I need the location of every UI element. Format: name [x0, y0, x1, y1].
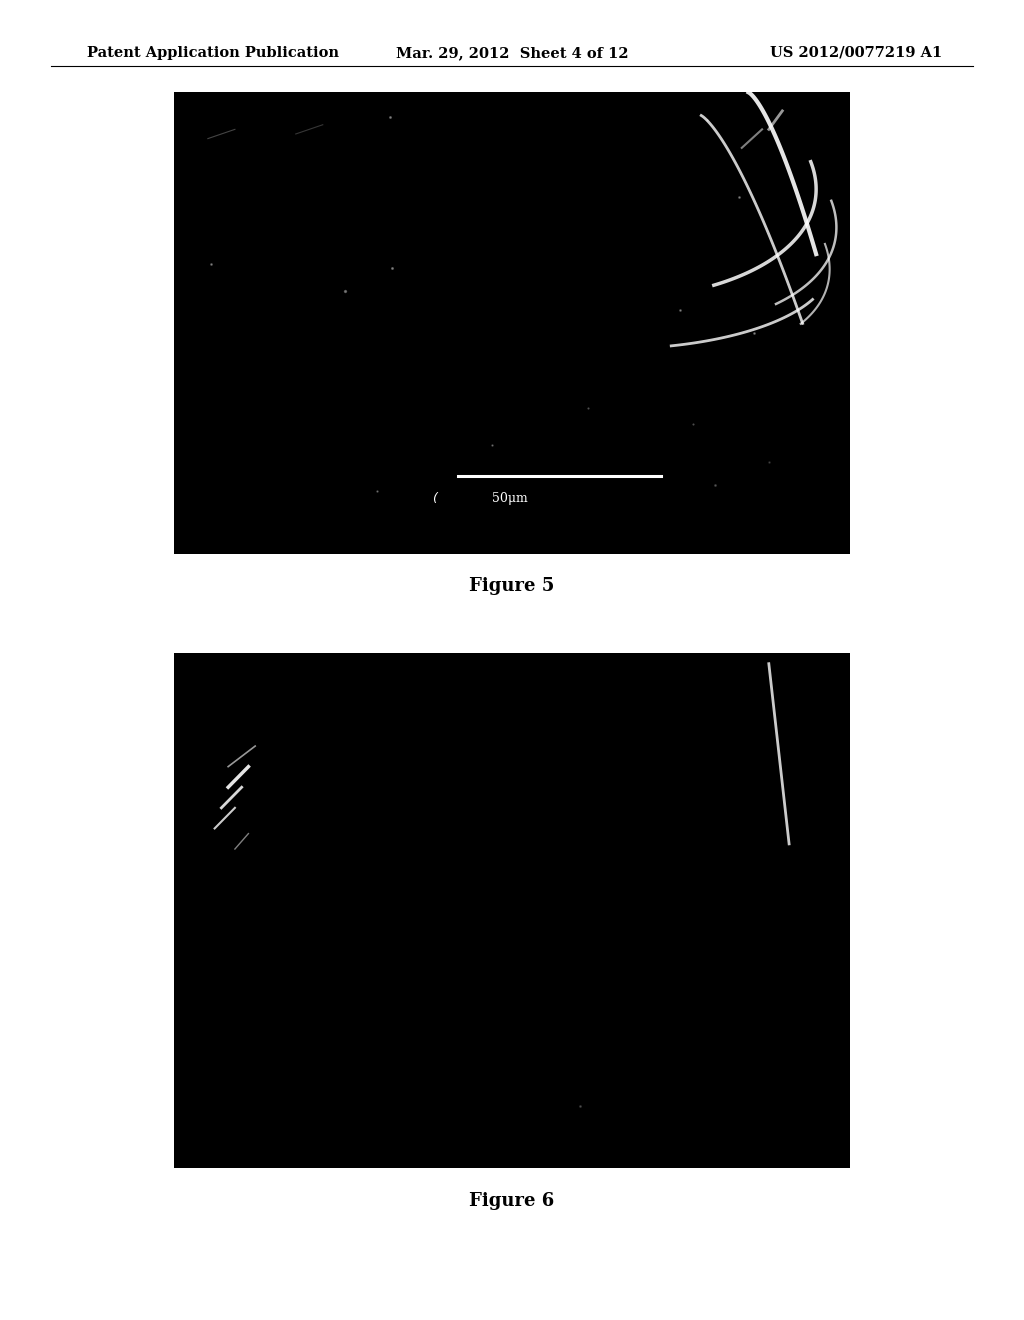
Text: Figure 6: Figure 6 [469, 1192, 555, 1210]
Text: 50μm: 50μm [492, 492, 527, 506]
Text: (: ( [432, 492, 436, 506]
Text: Figure 5: Figure 5 [469, 577, 555, 595]
Text: Patent Application Publication: Patent Application Publication [87, 46, 339, 59]
Text: Mar. 29, 2012  Sheet 4 of 12: Mar. 29, 2012 Sheet 4 of 12 [395, 46, 629, 59]
Text: US 2012/0077219 A1: US 2012/0077219 A1 [770, 46, 942, 59]
